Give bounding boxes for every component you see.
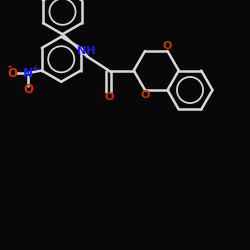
Text: O: O <box>163 41 172 51</box>
Text: -: - <box>8 62 12 72</box>
Text: N: N <box>23 66 33 80</box>
Text: O: O <box>8 66 18 80</box>
Text: O: O <box>104 92 114 102</box>
Text: O: O <box>23 83 33 96</box>
Text: NH: NH <box>77 46 96 56</box>
Text: +: + <box>32 64 38 73</box>
Text: O: O <box>140 90 150 100</box>
